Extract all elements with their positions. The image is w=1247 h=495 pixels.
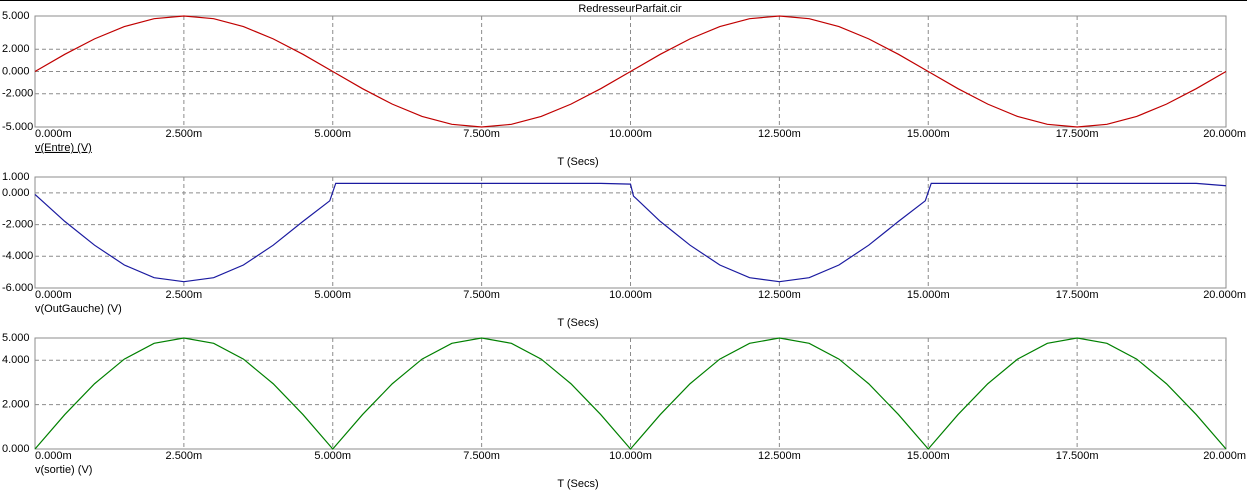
series-line (34, 15, 1227, 128)
x-tick-label: 2.500m (166, 289, 203, 301)
y-tick-label: 5.000 (2, 10, 30, 22)
x-tick-label: 15.000m (907, 450, 950, 462)
x-tick-label: 17.500m (1056, 128, 1099, 140)
x-tick-label: 5.000m (314, 450, 351, 462)
y-tick-label: 1.000 (2, 171, 30, 183)
legend-entry: v(OutGauche) (V) (35, 303, 122, 315)
y-tick-label: 4.000 (2, 354, 30, 366)
x-tick-label: 10.000m (609, 450, 652, 462)
x-tick-label: 5.000m (314, 128, 351, 140)
x-tick-label: 15.000m (907, 128, 950, 140)
legend-entry: v(Entre) (V) (35, 142, 92, 154)
y-tick-label: -6.000 (2, 282, 33, 294)
y-tick-label: -2.000 (2, 88, 33, 100)
x-tick-label: 12.500m (758, 289, 801, 301)
x-tick-label: 12.500m (758, 128, 801, 140)
x-tick-label: 17.500m (1056, 289, 1099, 301)
window-title: RedresseurParfait.cir (578, 3, 682, 15)
x-tick-label: 20.000m (1203, 128, 1246, 140)
y-tick-label: 0.000 (2, 443, 30, 455)
x-tick-label: 0.000m (35, 289, 72, 301)
y-tick-label: 5.000 (2, 332, 30, 344)
x-tick-label: 2.500m (166, 450, 203, 462)
series-line (34, 337, 1227, 450)
x-tick-label: 0.000m (35, 128, 72, 140)
x-tick-label: 15.000m (907, 289, 950, 301)
x-tick-label: 2.500m (166, 128, 203, 140)
y-tick-label: -4.000 (2, 250, 33, 262)
x-tick-label: 0.000m (35, 450, 72, 462)
x-tick-label: 10.000m (609, 289, 652, 301)
x-tick-label: 5.000m (314, 289, 351, 301)
x-tick-label: 7.500m (463, 128, 500, 140)
legend-entry: v(sortie) (V) (35, 464, 92, 476)
series-line (34, 182, 1227, 283)
x-tick-label: 12.500m (758, 450, 801, 462)
x-tick-label: 7.500m (463, 289, 500, 301)
x-axis-label: T (Secs) (557, 156, 598, 168)
x-tick-label: 20.000m (1203, 289, 1246, 301)
y-tick-label: 0.000 (2, 187, 30, 199)
x-tick-label: 10.000m (609, 128, 652, 140)
y-tick-label: 2.000 (2, 399, 30, 411)
y-tick-label: -2.000 (2, 218, 33, 230)
x-tick-label: 7.500m (463, 450, 500, 462)
x-axis-label: T (Secs) (557, 317, 598, 329)
y-tick-label: -5.000 (2, 121, 33, 133)
x-tick-label: 20.000m (1203, 450, 1246, 462)
x-tick-label: 17.500m (1056, 450, 1099, 462)
x-axis-label: T (Secs) (557, 478, 598, 490)
y-tick-label: 0.000 (2, 65, 30, 77)
y-tick-label: 2.000 (2, 43, 30, 55)
